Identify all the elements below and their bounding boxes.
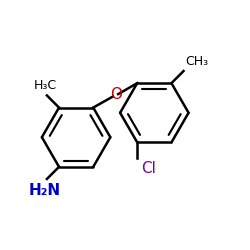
Text: H₂N: H₂N xyxy=(28,183,60,198)
Text: CH₃: CH₃ xyxy=(185,55,208,68)
Text: O: O xyxy=(110,87,122,102)
Text: Cl: Cl xyxy=(141,161,156,176)
Text: H₃C: H₃C xyxy=(34,79,57,92)
